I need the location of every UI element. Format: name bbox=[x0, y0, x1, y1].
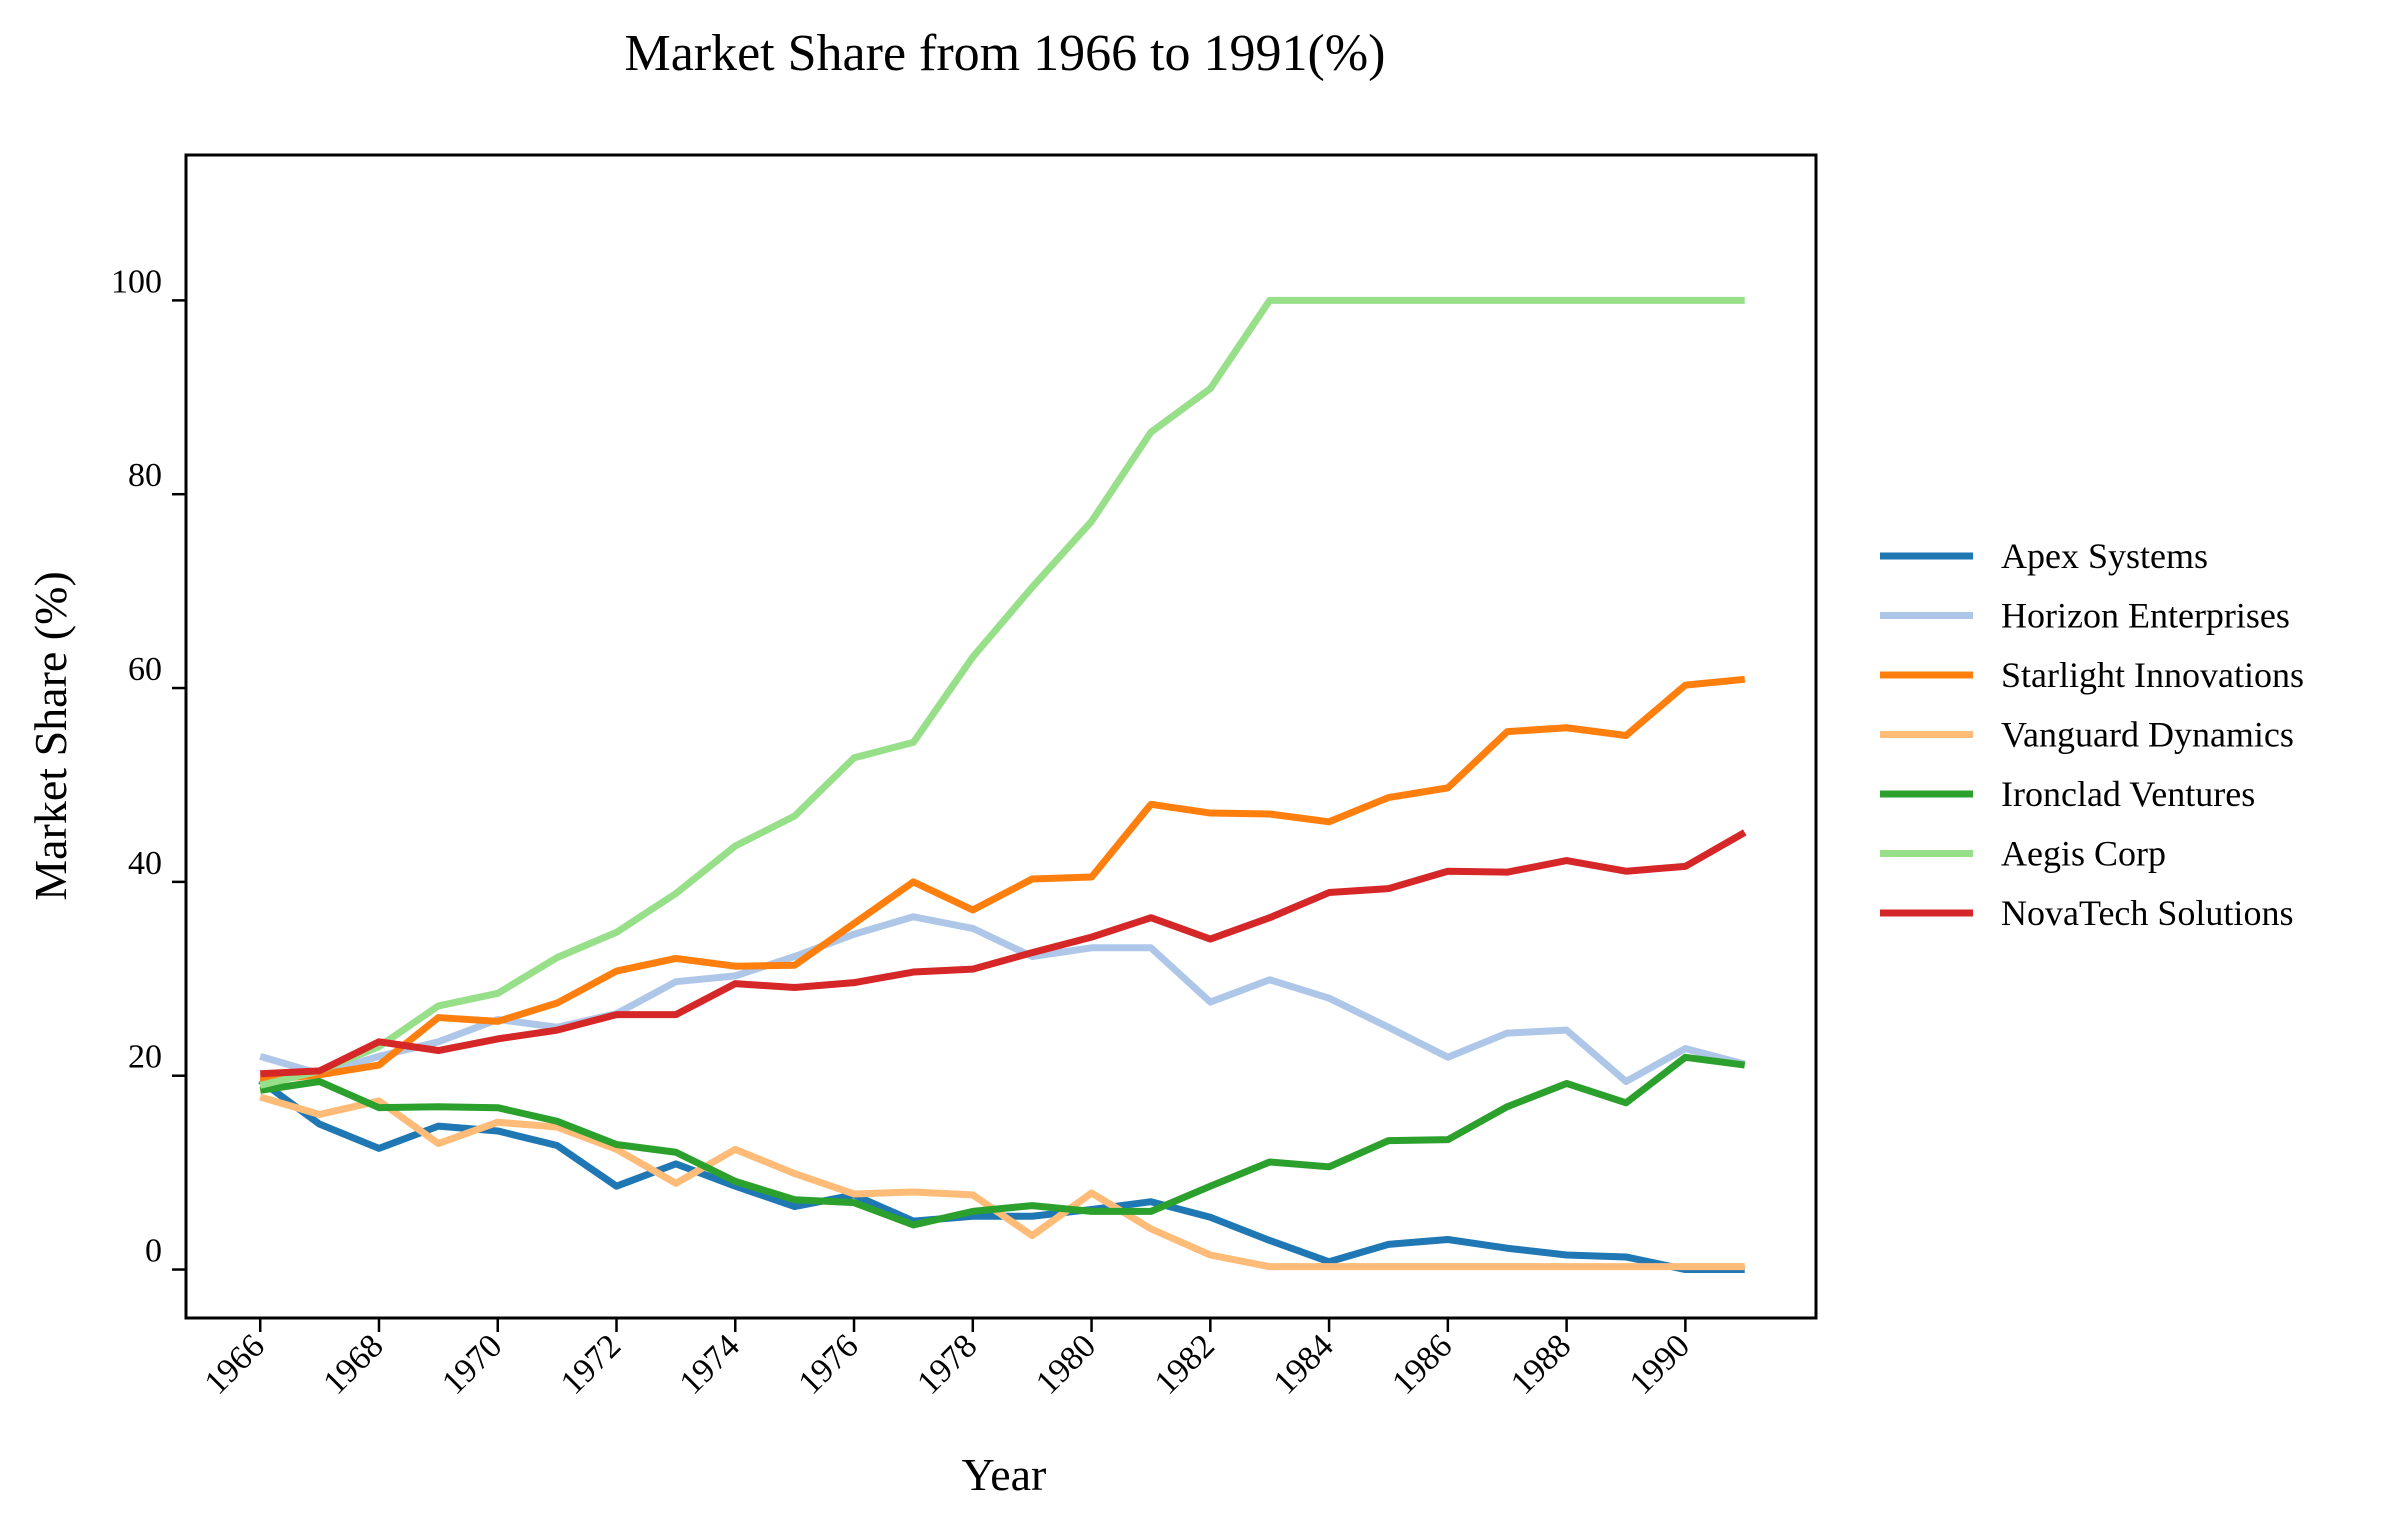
y-tick-label: 80 bbox=[128, 457, 162, 494]
x-tick-label: 1976 bbox=[791, 1327, 865, 1401]
series-layer bbox=[258, 296, 1747, 1274]
y-tick-label: 0 bbox=[145, 1233, 162, 1270]
legend-label: NovaTech Solutions bbox=[2001, 893, 2293, 933]
x-axis-label: Year bbox=[962, 1449, 1047, 1500]
x-tick-label: 1986 bbox=[1385, 1327, 1459, 1401]
x-tick-label: 1990 bbox=[1623, 1327, 1697, 1401]
y-tick-label: 60 bbox=[128, 651, 162, 688]
legend-label: Starlight Innovations bbox=[2001, 655, 2304, 695]
series-line-starlight-innovations bbox=[259, 675, 1746, 1085]
x-tick-label: 1988 bbox=[1504, 1327, 1578, 1401]
legend-label: Vanguard Dynamics bbox=[2001, 715, 2294, 755]
y-axis: 0 20 40 60 80 100 bbox=[111, 263, 186, 1271]
series-line-vanguard-dynamics bbox=[259, 1093, 1745, 1271]
y-axis-label: Market Share (%) bbox=[25, 571, 76, 901]
legend-label: Apex Systems bbox=[2001, 536, 2208, 576]
x-tick-label: 1982 bbox=[1148, 1327, 1222, 1401]
x-tick-label: 1972 bbox=[554, 1327, 628, 1401]
legend-label: Ironclad Ventures bbox=[2001, 774, 2255, 814]
legend: Apex Systems Horizon Enterprises Starlight… bbox=[1880, 536, 2304, 933]
plot-frame bbox=[184, 153, 1818, 1320]
x-tick-label: 1978 bbox=[910, 1327, 984, 1401]
x-tick-label: 1970 bbox=[435, 1327, 509, 1401]
legend-label: Horizon Enterprises bbox=[2001, 596, 2290, 636]
legend-label: Aegis Corp bbox=[2001, 834, 2166, 874]
series-line-novatech-solutions bbox=[260, 829, 1747, 1078]
series-line-ironclad-ventures bbox=[259, 1053, 1746, 1229]
x-tick-label: 1980 bbox=[1029, 1327, 1103, 1401]
series-line-aegis-corp bbox=[259, 296, 1745, 1089]
y-tick-label: 100 bbox=[111, 263, 162, 300]
x-axis: 1966 1968 1970 1972 1974 1976 1978 1980 1982 1984… bbox=[198, 1318, 1697, 1402]
x-tick-label: 1968 bbox=[316, 1327, 390, 1401]
x-tick-label: 1974 bbox=[673, 1327, 747, 1401]
y-tick-label: 20 bbox=[128, 1039, 162, 1076]
chart-title: Market Share from 1966 to 1991(%) bbox=[624, 25, 1385, 82]
y-tick-label: 40 bbox=[128, 845, 162, 882]
x-tick-label: 1966 bbox=[198, 1327, 272, 1401]
x-tick-label: 1984 bbox=[1266, 1327, 1340, 1401]
